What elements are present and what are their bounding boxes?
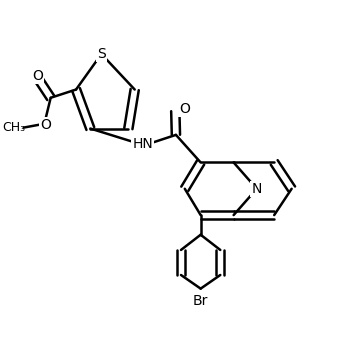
Text: S: S [97, 47, 106, 61]
Text: O: O [32, 69, 43, 83]
Text: N: N [252, 182, 262, 196]
Text: Br: Br [193, 294, 208, 308]
Text: CH₃: CH₃ [2, 121, 25, 134]
Text: O: O [179, 102, 190, 116]
Text: O: O [40, 118, 52, 132]
Text: HN: HN [132, 137, 153, 151]
